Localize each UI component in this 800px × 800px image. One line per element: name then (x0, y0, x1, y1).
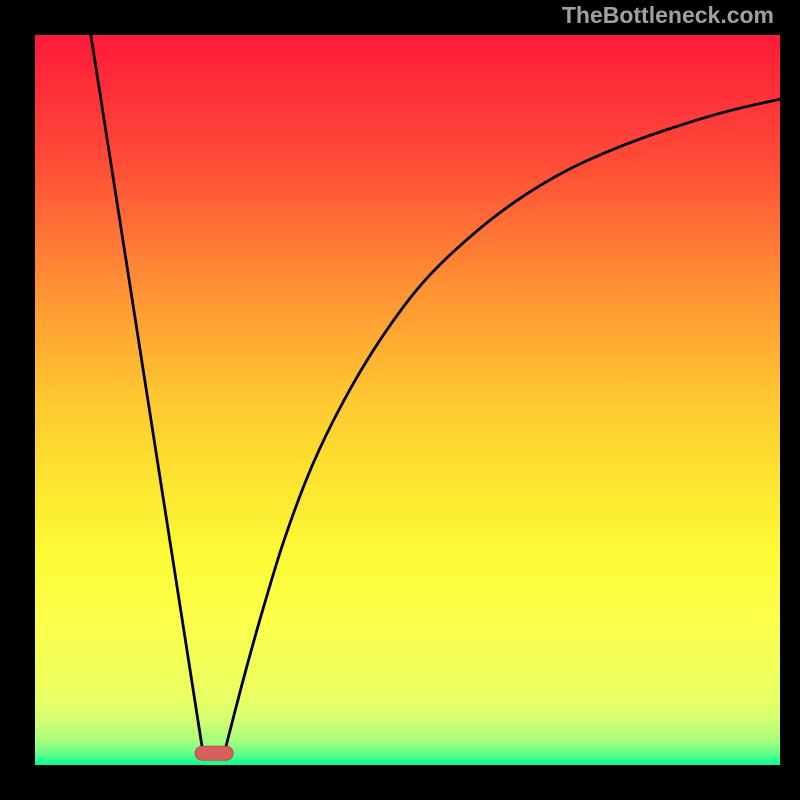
chart-frame: TheBottleneck.com (0, 0, 800, 800)
frame-border-bottom (35, 765, 780, 800)
curve-path (91, 35, 780, 750)
frame-border-right (780, 0, 800, 800)
watermark-text: TheBottleneck.com (562, 2, 774, 29)
frame-border-left (0, 0, 35, 800)
optimum-marker (194, 746, 233, 761)
frame-border-top: TheBottleneck.com (35, 0, 780, 35)
bottleneck-curve (35, 35, 780, 765)
plot-area (35, 35, 780, 765)
